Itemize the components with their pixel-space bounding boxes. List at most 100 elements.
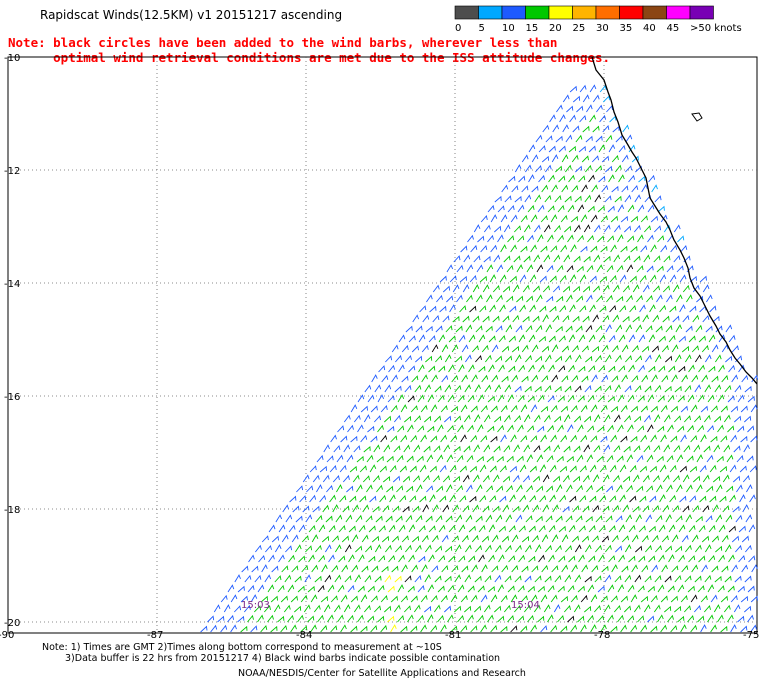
wind-barb — [669, 305, 677, 313]
wind-barb — [308, 524, 316, 533]
wind-barb — [601, 374, 609, 383]
wind-barb — [697, 585, 705, 593]
wind-barb — [275, 514, 283, 523]
wind-barb — [277, 615, 285, 623]
wind-barb — [668, 554, 675, 563]
wind-barb — [663, 255, 671, 263]
wind-barb — [510, 594, 518, 603]
wind-barb — [568, 524, 576, 533]
wind-barb — [521, 535, 530, 543]
wind-barb — [381, 374, 389, 383]
wind-barb — [624, 574, 632, 583]
wind-barb — [396, 454, 404, 463]
wind-barb — [283, 604, 291, 613]
wind-barb — [578, 554, 585, 563]
wind-barb — [501, 535, 509, 543]
longitude-label: -90 — [0, 630, 14, 641]
wind-barb — [581, 535, 589, 543]
wind-barb — [484, 575, 492, 583]
wind-barb — [424, 574, 431, 583]
wind-barb — [649, 495, 657, 503]
wind-barb — [569, 114, 577, 123]
wind-barb — [604, 574, 612, 583]
wind-barb — [739, 465, 747, 473]
wind-barb — [473, 414, 481, 423]
wind-barb — [556, 484, 563, 493]
wind-barb — [436, 454, 444, 463]
wind-barb — [602, 95, 610, 103]
wind-barb — [498, 334, 506, 343]
latitude-label: -14 — [4, 279, 20, 290]
wind-barb — [487, 234, 494, 243]
wind-barb — [261, 535, 269, 543]
wind-barb — [287, 584, 295, 593]
wind-barb — [645, 325, 653, 333]
wind-barb — [749, 465, 757, 473]
wind-barb — [393, 445, 401, 453]
wind-barb — [579, 465, 587, 473]
wind-barb — [538, 364, 545, 373]
wind-barb — [512, 505, 520, 513]
swath-time-label: 15:03 — [241, 600, 270, 611]
wind-barb — [481, 564, 488, 573]
wind-barb — [652, 314, 660, 323]
wind-barb — [428, 525, 436, 533]
wind-barb — [294, 544, 302, 553]
wind-barb — [517, 235, 525, 243]
wind-barb — [548, 174, 555, 183]
wind-barb — [586, 454, 594, 463]
wind-barb — [386, 485, 394, 493]
wind-barb — [390, 404, 398, 413]
wind-barb — [644, 575, 652, 583]
wind-barb — [571, 345, 579, 353]
wind-barb — [634, 385, 642, 393]
wind-barb — [305, 514, 313, 523]
wind-barb — [648, 334, 656, 343]
wind-barb — [347, 614, 354, 623]
wind-barb — [291, 534, 299, 543]
wind-barb — [666, 484, 673, 493]
wind-barb — [351, 534, 359, 543]
wind-barb — [548, 524, 556, 533]
wind-barb — [511, 374, 519, 383]
wind-barb — [251, 565, 259, 573]
wind-barb — [542, 474, 550, 483]
wind-barb — [747, 425, 755, 433]
wind-barb — [447, 614, 454, 623]
wind-barb — [641, 345, 650, 353]
wind-barb — [698, 364, 705, 373]
wind-barb — [578, 175, 586, 183]
wind-barb — [453, 255, 461, 263]
wind-barb — [518, 175, 526, 183]
wind-barb — [622, 504, 630, 513]
wind-barb — [468, 525, 476, 533]
wind-barb — [721, 534, 729, 543]
wind-barb — [648, 525, 656, 533]
wind-barb — [593, 254, 601, 263]
wind-barb — [674, 354, 682, 363]
wind-barb — [449, 304, 456, 313]
wind-barb — [627, 584, 635, 593]
wind-barb — [709, 305, 717, 313]
wind-barb — [719, 465, 727, 473]
latitude-label: -20 — [4, 618, 20, 629]
wind-barb — [494, 225, 502, 233]
wind-barb — [494, 415, 502, 423]
wind-barb — [454, 605, 462, 613]
wind-barb — [620, 245, 628, 253]
wind-barb — [707, 425, 715, 433]
wind-barb — [465, 324, 473, 333]
wind-barb — [420, 434, 427, 443]
wind-barb — [670, 244, 678, 253]
wind-barb — [431, 565, 439, 573]
wind-barb — [750, 595, 758, 603]
wind-barb — [567, 584, 575, 593]
wind-barb — [670, 624, 678, 633]
wind-barb — [699, 275, 707, 283]
wind-barb — [489, 304, 496, 313]
wind-barb — [726, 454, 734, 463]
wind-barb — [596, 104, 603, 113]
wind-barb — [467, 394, 475, 403]
wind-barb — [611, 344, 619, 353]
wind-barb — [425, 544, 432, 553]
